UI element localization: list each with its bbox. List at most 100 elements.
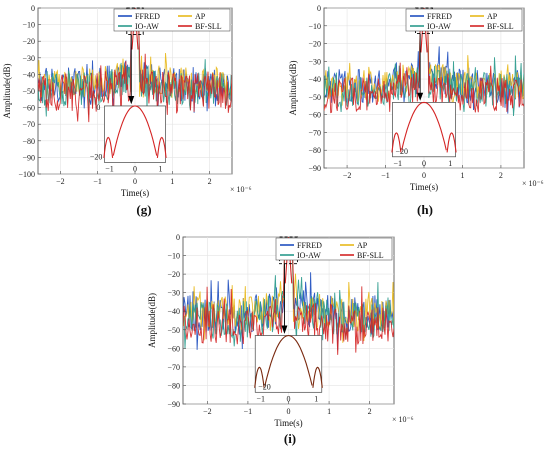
zoom-arrow-head [417, 92, 424, 101]
panel-label: (i) [284, 431, 296, 446]
y-tick-label: −20 [22, 37, 35, 46]
y-axis-label: Amplitude(dB) [2, 64, 12, 119]
inset-xtick-label: −1 [393, 159, 402, 168]
y-axis-label: Amplitude(dB) [288, 61, 298, 116]
y-tick-label: −50 [22, 87, 35, 96]
legend-box [113, 8, 231, 32]
x-tick-label: 0 [422, 171, 426, 180]
inset-sidelobe [391, 132, 402, 153]
y-tick-label: −100 [18, 170, 35, 179]
y-tick-label: −80 [167, 381, 180, 390]
legend-entry: BF-SLL [487, 22, 514, 31]
inset-ytick-label: −20 [395, 147, 408, 156]
x-axis-label: Time(s) [274, 418, 302, 428]
y-tick-label: 0 [317, 4, 321, 13]
legend-entry: AP [357, 241, 368, 250]
legend-entry: FFRED [427, 12, 452, 21]
legend-box [405, 8, 523, 32]
y-tick-label: −60 [22, 104, 35, 113]
legend-entry: FFRED [297, 241, 322, 250]
legend-entry: IO-AW [135, 22, 159, 31]
series-line-io-aw [324, 8, 524, 117]
legend-entry: BF-SLL [195, 22, 222, 31]
y-tick-label: −70 [167, 363, 180, 372]
series-line-ffred [183, 237, 394, 351]
y-tick-label: −80 [308, 146, 321, 155]
y-axis-label: Amplitude(dB) [147, 293, 157, 348]
peak-spike [420, 8, 428, 53]
legend-entry: BF-SLL [357, 251, 384, 260]
inset-xtick-label: 0 [422, 159, 426, 168]
y-tick-label: 0 [31, 4, 35, 13]
inset-mainlobe [401, 101, 447, 151]
y-tick-label: −80 [22, 137, 35, 146]
series-line-bf-sll [38, 8, 232, 123]
x-tick-label: −1 [381, 171, 390, 180]
y-tick-label: −50 [167, 326, 180, 335]
x-exponent: × 10⁻⁶ [230, 185, 252, 194]
inset-ytick-label: −20 [258, 382, 271, 391]
x-exponent: × 10⁻⁶ [392, 415, 414, 424]
legend-entry: FFRED [135, 12, 160, 21]
inset-frame [104, 105, 166, 163]
inset-sidelobe [254, 366, 265, 388]
x-tick-label: 1 [327, 407, 331, 416]
y-tick-label: −30 [167, 289, 180, 298]
x-tick-label: −2 [203, 407, 212, 416]
y-tick-label: −40 [22, 70, 35, 79]
inset-xtick-label: 0 [287, 394, 291, 403]
series-line-bf-sll [183, 237, 394, 356]
legend-entry: IO-AW [297, 251, 321, 260]
series-line-bf-sll [324, 8, 524, 114]
legend-entry: AP [195, 12, 206, 21]
panel-label: (h) [417, 202, 433, 217]
legend-box [275, 237, 393, 261]
inset-mainlobe [264, 334, 313, 386]
peak-spike [284, 237, 293, 284]
inset-ytick-label: −20 [90, 152, 103, 161]
x-tick-label: −2 [56, 177, 65, 186]
x-tick-label: −2 [343, 171, 352, 180]
x-tick-label: 0 [133, 177, 137, 186]
y-tick-label: −30 [22, 54, 35, 63]
inset-ytick-label: 0 [96, 103, 100, 112]
legend-entry: AP [487, 12, 498, 21]
y-tick-label: −90 [167, 400, 180, 409]
inset-xtick-label: 1 [158, 164, 162, 173]
inset-xtick-label: 1 [448, 159, 452, 168]
y-tick-label: −90 [22, 153, 35, 162]
y-tick-label: −50 [308, 93, 321, 102]
inset-sidelobe [312, 366, 323, 388]
y-tick-label: −20 [308, 40, 321, 49]
plot-area [38, 8, 232, 123]
inset-xtick-label: 1 [314, 394, 318, 403]
x-tick-label: 2 [208, 177, 212, 186]
x-tick-label: −1 [244, 407, 253, 416]
x-axis-label: Time(s) [410, 182, 438, 192]
x-tick-label: 1 [170, 177, 174, 186]
inset-sidelobe [156, 136, 167, 158]
inset-xtick-label: 0 [133, 164, 137, 173]
x-exponent: × 10⁻⁶ [522, 179, 544, 188]
x-tick-label: 2 [368, 407, 372, 416]
chart-panel-2: −20−1 0 1−2 −1 0 1 20−10−20−30−40−50−60−70−80−… [288, 4, 544, 217]
y-tick-label: −10 [167, 252, 180, 261]
y-tick-label: 0 [176, 233, 180, 242]
y-tick-label: −70 [22, 120, 35, 129]
y-tick-label: −40 [308, 75, 321, 84]
plot-area [183, 237, 394, 356]
inset-mainlobe [112, 105, 158, 156]
peak-spike [131, 8, 139, 50]
y-tick-label: −10 [308, 22, 321, 31]
y-tick-label: −20 [167, 270, 180, 279]
legend-entry: IO-AW [427, 22, 451, 31]
inset-sidelobe [103, 136, 114, 158]
plot-area [324, 8, 524, 117]
zoom-arrow-head [281, 325, 288, 334]
y-tick-label: −90 [308, 164, 321, 173]
y-tick-label: −40 [167, 307, 180, 316]
y-tick-label: −10 [22, 21, 35, 30]
zoom-arrow-head [128, 95, 135, 105]
x-axis-label: Time(s) [121, 188, 149, 198]
